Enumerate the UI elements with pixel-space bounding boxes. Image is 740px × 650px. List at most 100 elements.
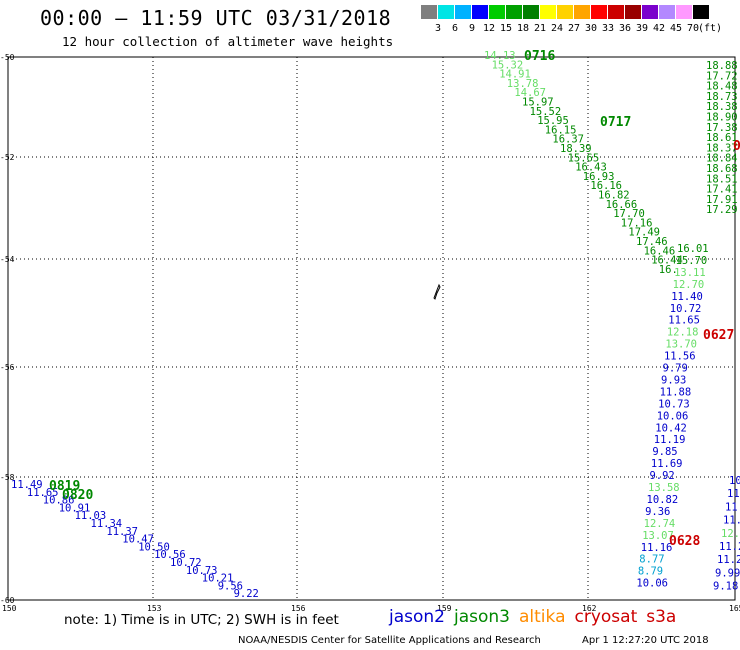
swh-value: 10.06 xyxy=(636,578,668,590)
swh-value: 18.39 xyxy=(560,143,592,155)
swh-value: 15.95 xyxy=(537,115,569,127)
swh-value: 10.42 xyxy=(655,422,687,434)
swh-value: 11.37 xyxy=(106,526,138,538)
footer-credit: NOAA/NESDIS Center for Satellite Applica… xyxy=(238,635,541,646)
footer-timestamp: Apr 1 12:27:20 UTC 2018 xyxy=(582,635,709,646)
swh-value: 13.11 xyxy=(674,267,706,279)
chart-subtitle: 12 hour collection of altimeter wave hei… xyxy=(62,34,394,49)
color-scale-tick: 42 xyxy=(652,23,666,34)
lon-tick-label: 165 xyxy=(729,604,740,613)
color-swatch xyxy=(489,5,506,19)
swh-value: 11 xyxy=(727,488,740,500)
color-swatch xyxy=(659,5,676,19)
swh-value: 17.46 xyxy=(636,236,668,248)
swh-value: 14.91 xyxy=(499,69,531,81)
legend-s3a: s3a xyxy=(646,607,677,627)
swh-value: 10.73 xyxy=(186,565,218,577)
color-scale-tick: 33 xyxy=(601,23,615,34)
swh-value: 11.69 xyxy=(651,458,683,470)
map-grid xyxy=(7,56,736,601)
swh-value: 16.46 xyxy=(644,245,676,257)
color-swatch xyxy=(557,5,574,19)
lon-tick-label: 159 xyxy=(437,604,452,613)
swh-value: 16.66 xyxy=(606,199,638,211)
lat-tick-label: -60 xyxy=(0,596,15,605)
swh-value: 10.72 xyxy=(670,303,702,315)
swh-value: 9.56 xyxy=(218,580,243,592)
swh-value: 11.56 xyxy=(664,351,696,363)
color-swatch xyxy=(472,5,489,19)
swh-value: 12.18 xyxy=(667,327,699,339)
swh-value: 8.77 xyxy=(639,554,664,566)
swh-value: 11.8 xyxy=(725,501,740,513)
swh-value: 11.19 xyxy=(654,434,686,446)
color-swatch xyxy=(591,5,608,19)
swh-value: 10 xyxy=(729,475,740,487)
swh-value: 18.38 xyxy=(706,101,738,113)
pass-time-label: 0627 xyxy=(703,328,734,343)
track-east: 18.8817.7218.4818.7318.3818.9017.3818.61… xyxy=(706,60,738,216)
swh-value: 18.68 xyxy=(706,163,738,175)
swh-value: 10.50 xyxy=(138,541,170,553)
lat-tick-label: -52 xyxy=(0,153,15,162)
swh-value: 12.74 xyxy=(644,518,676,530)
lat-tick-label: -50 xyxy=(0,53,15,62)
swh-value: 18.88 xyxy=(706,60,738,72)
swh-value: 13.70 xyxy=(665,339,697,351)
color-scale-tick: 30 xyxy=(584,23,598,34)
track-sw: 11.4911.6510.8610.9111.0311.3411.3710.47… xyxy=(11,479,259,600)
swh-value: 16.15 xyxy=(545,124,577,136)
lat-tick-label: -58 xyxy=(0,473,15,482)
swh-value: 11.88 xyxy=(660,386,692,398)
swh-value: 10.56 xyxy=(154,549,186,561)
swh-value: 17.16 xyxy=(621,217,653,229)
color-scale-tick: 21 xyxy=(533,23,547,34)
color-scale-tick: 45 xyxy=(669,23,683,34)
swh-value: 10.47 xyxy=(122,534,154,546)
swh-value: 8.79 xyxy=(638,566,663,578)
swh-value: 13.78 xyxy=(507,78,539,90)
lon-tick-label: 150 xyxy=(2,604,17,613)
swh-value: 17.29 xyxy=(706,204,738,216)
swh-value: 12.70 xyxy=(673,279,705,291)
swh-value: 11.41 xyxy=(723,515,740,527)
track-nw: 14.1315.3214.9113.7814.6715.9715.5215.95… xyxy=(484,50,683,276)
color-scale-tick: 12 xyxy=(482,23,496,34)
pass-time-label: 0819 xyxy=(49,479,80,494)
color-scale-tick: 9 xyxy=(468,23,476,34)
swh-value: 17.91 xyxy=(706,194,738,206)
lat-tick-label: -54 xyxy=(0,255,15,264)
swh-value: 9.18 xyxy=(713,581,738,593)
swh-value: 13.58 xyxy=(648,482,680,494)
pass-time-label: 0717 xyxy=(600,115,631,130)
pass-time-label: 0716 xyxy=(524,49,555,64)
color-swatch xyxy=(693,5,710,19)
swh-value: 10.82 xyxy=(647,494,679,506)
satellite-legend: jason2 jason3 altika cryosat s3a xyxy=(389,607,685,627)
swh-value: 11.34 xyxy=(91,518,123,530)
swh-value: 16.37 xyxy=(552,134,584,146)
color-scale-tick: 27 xyxy=(567,23,581,34)
chart-title: 00:00 — 11:59 UTC 03/31/2018 xyxy=(40,6,392,30)
lon-tick-label: 156 xyxy=(291,604,306,613)
swh-value: 9.79 xyxy=(663,363,688,375)
swh-value: 9.22 xyxy=(234,588,259,600)
swh-value: 11.40 xyxy=(671,291,703,303)
swh-value: 9.85 xyxy=(652,446,677,458)
color-scale-tick: 70 xyxy=(686,23,700,34)
legend-cryosat: cryosat xyxy=(574,607,638,627)
legend-jason2: jason2 xyxy=(389,607,445,627)
color-scale-tick: 3 xyxy=(434,23,442,34)
footer-note: note: 1) Time is in UTC; 2) SWH is in fe… xyxy=(64,612,339,628)
swh-value: 18.84 xyxy=(706,153,738,165)
swh-value: 9.36 xyxy=(645,506,670,518)
map-frame xyxy=(7,56,736,601)
color-scale-tick: 15 xyxy=(499,23,513,34)
lon-tick-label: 162 xyxy=(582,604,597,613)
swh-value: 9.99 xyxy=(715,567,740,579)
color-scale-tick: (ft) xyxy=(698,23,723,34)
swh-value: 15.65 xyxy=(568,152,600,164)
pass-time-label: 0 xyxy=(733,139,740,154)
swh-value: 16.93 xyxy=(583,171,615,183)
